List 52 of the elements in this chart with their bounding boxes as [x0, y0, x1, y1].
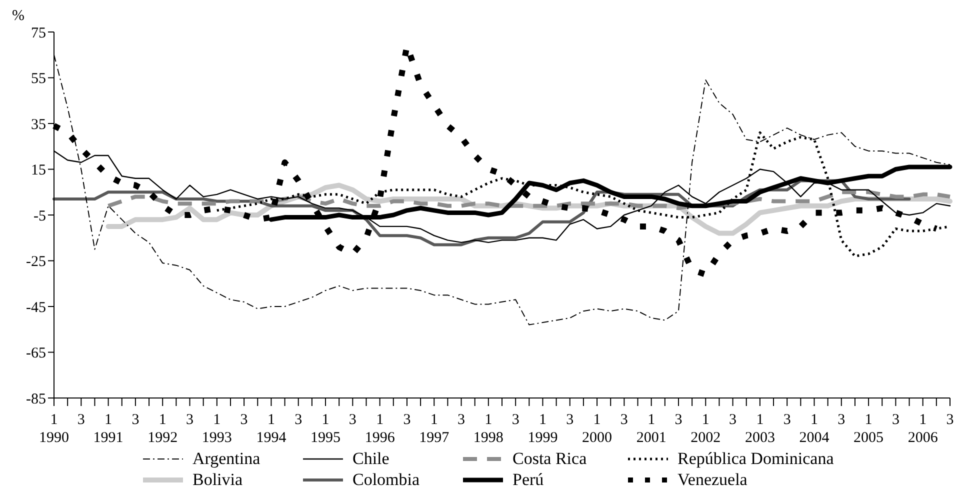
x-tick-label: 3: [348, 412, 356, 428]
x-tick-label: 1 2005: [854, 412, 884, 446]
x-tick-label: 3: [403, 412, 411, 428]
legend-label: Colombia: [352, 469, 420, 490]
x-tick-label: 3: [674, 412, 682, 428]
x-tick-label: 3: [838, 412, 846, 428]
x-tick-label: 3: [77, 412, 85, 428]
x-tick-label: 1 2006: [908, 412, 938, 446]
x-tick-label: 3: [512, 412, 520, 428]
y-axis-title: %: [12, 8, 24, 25]
y-tick-label: -25: [26, 254, 46, 270]
y-tick-label: 75: [31, 25, 46, 42]
x-tick-label: 3: [620, 412, 628, 428]
x-tick-label: 3: [458, 412, 466, 428]
x-tick-label: 1 2004: [799, 412, 830, 446]
y-tick-label: -45: [26, 300, 46, 316]
x-tick-label: 3: [783, 412, 791, 428]
x-tick-label: 1 2003: [744, 412, 775, 446]
x-tick-label: 1 2001: [636, 412, 666, 446]
legend-label: Bolivia: [192, 469, 243, 490]
legend-label: Chile: [352, 448, 390, 469]
x-tick-label: 1 1997: [419, 412, 450, 446]
x-tick-label: 3: [240, 412, 248, 428]
x-tick-label: 1 1998: [473, 412, 504, 446]
legend-label: Perú: [512, 469, 544, 490]
legend-label: Venezuela: [678, 469, 748, 490]
legend-label: República Dominicana: [678, 448, 834, 469]
x-tick-label: 1 1995: [310, 412, 341, 446]
x-tick-label: 3: [892, 412, 900, 428]
x-tick-label: 3: [186, 412, 194, 428]
x-tick-label: 1 2000: [582, 412, 612, 446]
x-tick-label: 1 1993: [202, 412, 232, 446]
x-tick-label: 3: [946, 412, 954, 428]
x-tick-label: 1 1991: [93, 412, 124, 446]
y-tick-label: -5: [34, 208, 46, 224]
y-tick-label: 35: [31, 116, 46, 133]
legend-label: Costa Rica: [512, 448, 587, 469]
x-tick-label: 1 1990: [39, 412, 69, 446]
x-tick-label: 1 1996: [364, 412, 396, 446]
y-tick-label: -85: [26, 391, 46, 408]
legend-label: Argentina: [192, 448, 260, 469]
y-tick-label: 55: [31, 71, 46, 88]
x-tick-label: 3: [566, 412, 574, 428]
y-tick-label: -65: [26, 346, 46, 362]
x-tick-label: 1 1999: [528, 412, 558, 446]
x-tick-label: 1 2002: [690, 412, 721, 446]
x-tick-label: 3: [294, 412, 302, 428]
x-tick-label: 3: [132, 412, 140, 428]
x-tick-label: 3: [729, 412, 737, 428]
x-tick-label: 1 1994: [256, 412, 287, 446]
x-tick-label: 1 1992: [148, 412, 178, 446]
y-tick-label: 15: [31, 162, 46, 179]
